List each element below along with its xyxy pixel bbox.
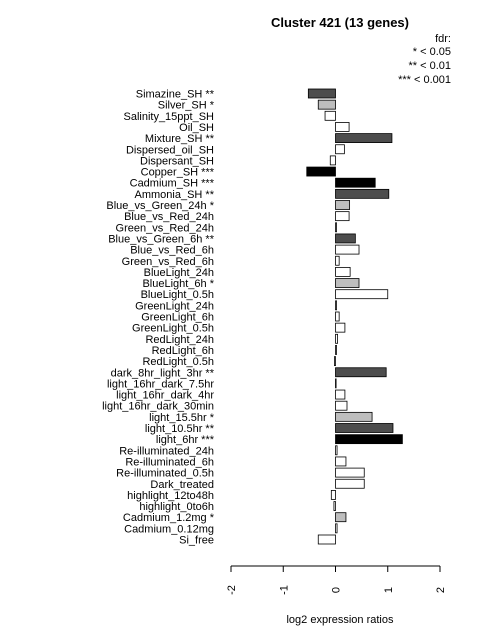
bar <box>335 233 356 244</box>
bar <box>335 423 394 433</box>
bar <box>335 211 350 222</box>
x-tick-label: 2 <box>435 587 447 593</box>
category-label: Blue_vs_Red_24h <box>124 211 214 223</box>
bar <box>335 200 351 210</box>
category-label: Green_vs_Red_24h <box>116 222 214 234</box>
legend-entry: ** < 0.01 <box>408 60 451 72</box>
category-label: Si_free <box>179 535 214 547</box>
category-label: Salinity_15ppt_SH <box>123 111 214 123</box>
category-label: GreenLight_24h <box>135 300 214 312</box>
category-label: Blue_vs_Green_24h * <box>106 200 214 212</box>
chart-title: Cluster 421 (13 genes) <box>271 15 409 30</box>
x-axis-label: log2 expression ratios <box>286 614 394 626</box>
category-label: Ammonia_SH ** <box>135 189 215 201</box>
category-label: light_16hr_dark_30min <box>102 401 214 413</box>
bar <box>335 322 346 333</box>
x-axis: -2 -1 0 1 2 <box>226 565 447 595</box>
category-label: Cadmium_1.2mg * <box>123 512 215 524</box>
category-label: light_15.5hr * <box>149 412 215 424</box>
category-label: Re-illuminated_0.5h <box>116 468 214 480</box>
x-tick-label: 1 <box>383 587 395 593</box>
category-label: Cadmium_0.12mg <box>124 523 214 535</box>
bar <box>335 278 360 288</box>
bar <box>335 144 345 155</box>
bar <box>330 489 336 500</box>
category-label: Cadmium_SH *** <box>130 178 215 190</box>
bar <box>334 356 336 367</box>
category-label: Copper_SH *** <box>141 167 215 179</box>
category-label: Re-illuminated_6h <box>125 456 214 468</box>
bar <box>335 266 351 277</box>
bar <box>333 501 336 511</box>
category-label: dark_8hr_light_3hr ** <box>111 367 215 379</box>
category-label: RedLight_24h <box>145 334 214 346</box>
category-label: light_6hr *** <box>156 434 215 446</box>
category-labels: Simazine_SH **Silver_SH *Salinity_15ppt_… <box>102 89 215 547</box>
category-label: Re-illuminated_24h <box>119 445 214 457</box>
bar <box>335 411 373 422</box>
category-label: Green_vs_Red_6h <box>122 256 214 268</box>
x-tick-label: 0 <box>331 587 343 593</box>
category-label: Mixture_SH ** <box>145 133 215 145</box>
bar <box>335 512 347 523</box>
bars <box>306 88 403 545</box>
bar <box>335 367 387 378</box>
x-tick-label: -2 <box>226 585 238 595</box>
bar <box>329 155 336 166</box>
bar <box>335 222 337 233</box>
category-label: Silver_SH * <box>158 100 215 112</box>
bar <box>324 110 336 121</box>
legend-entry: * < 0.05 <box>413 46 451 58</box>
category-label: BlueLight_0.5h <box>141 289 214 301</box>
bar <box>335 244 360 255</box>
bar <box>317 99 336 110</box>
bar <box>335 378 337 389</box>
bar <box>335 445 338 456</box>
legend-entry: *** < 0.001 <box>398 74 451 86</box>
bar <box>317 534 336 545</box>
category-label: GreenLight_0.5h <box>132 323 214 335</box>
bar <box>335 177 376 188</box>
category-label: Simazine_SH ** <box>136 89 215 101</box>
category-label: Oil_SH <box>179 122 214 134</box>
category-label: Blue_vs_Red_6h <box>130 245 214 257</box>
legend-title: fdr: <box>435 33 451 45</box>
bar <box>335 523 338 534</box>
category-label: BlueLight_6h * <box>142 278 214 290</box>
category-label: Dark_treated <box>150 479 214 491</box>
bar <box>335 467 365 478</box>
legend: fdr: * < 0.05 ** < 0.01 *** < 0.001 <box>398 33 451 86</box>
bar <box>335 289 389 300</box>
category-label: light_16hr_dark_7.5hr <box>107 378 214 390</box>
bar <box>335 333 338 344</box>
category-label: highlight_12to48h <box>127 490 214 502</box>
bar <box>335 311 340 322</box>
bar <box>335 345 337 355</box>
bar <box>335 478 365 489</box>
bar <box>335 188 390 199</box>
category-label: Blue_vs_Green_6h ** <box>108 233 215 245</box>
category-label: RedLight_6h <box>152 345 214 357</box>
bar <box>335 255 340 266</box>
bar <box>335 133 393 144</box>
category-label: light_16hr_dark_4hr <box>116 390 214 402</box>
category-label: highlight_0to6h <box>139 501 214 513</box>
bar <box>306 166 336 177</box>
bar <box>335 400 348 411</box>
category-label: Dispersed_oil_SH <box>126 144 214 156</box>
bar <box>335 122 350 132</box>
bar <box>335 456 347 467</box>
bar <box>307 88 336 99</box>
category-label: RedLight_0.5h <box>142 356 214 368</box>
category-label: light_10.5hr ** <box>145 423 215 435</box>
bar <box>335 389 346 400</box>
category-label: GreenLight_6h <box>141 312 214 324</box>
category-label: BlueLight_24h <box>144 267 214 279</box>
x-tick-label: -1 <box>278 585 290 595</box>
bar <box>335 434 403 445</box>
bar <box>335 300 337 311</box>
category-label: Dispersant_SH <box>140 155 214 167</box>
